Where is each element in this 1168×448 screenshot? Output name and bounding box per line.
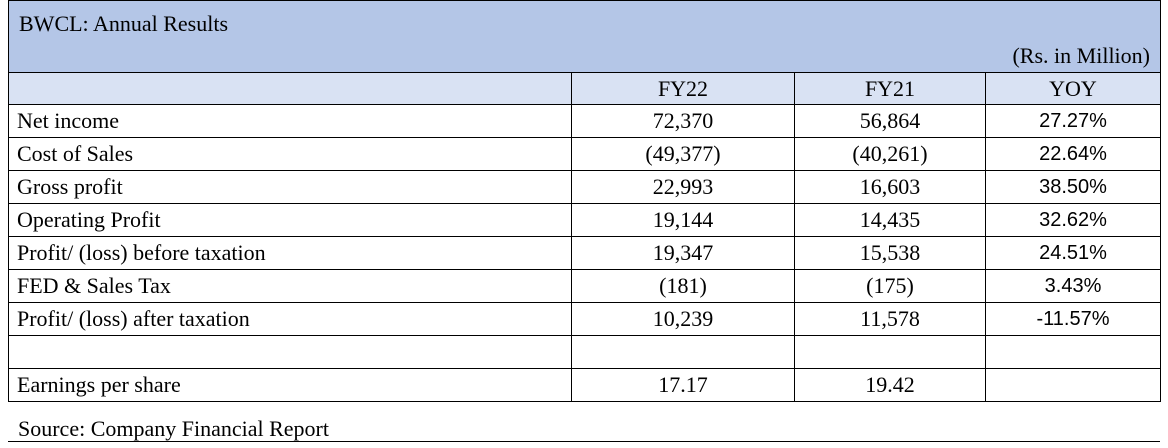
data-row: Operating Profit 19,144 14,435 32.62% <box>8 203 1161 237</box>
value-cell: 17.17 <box>571 368 795 402</box>
header-cell: YOY <box>985 72 1161 105</box>
row-label: Earnings per share <box>8 368 572 402</box>
header-cell: FY22 <box>571 72 795 105</box>
value-cell: 38.50% <box>985 170 1161 204</box>
data-row: Earnings per share 17.17 19.42 <box>8 368 1161 402</box>
value-cell: 72,370 <box>571 104 795 138</box>
value-cell: 22.64% <box>985 137 1161 171</box>
value-cell: (49,377) <box>571 137 795 171</box>
spacer-row <box>8 335 1161 369</box>
row-label: Gross profit <box>8 170 572 204</box>
row-label: FED & Sales Tax <box>8 269 572 303</box>
value-cell: 32.62% <box>985 203 1161 237</box>
value-cell: 22,993 <box>571 170 795 204</box>
rows: Net income 72,370 56,864 27.27% Cost of Sale… <box>8 104 1161 402</box>
table-title: BWCL: Annual Results <box>19 11 228 36</box>
header-row: FY22 FY21 YOY <box>8 72 1161 105</box>
data-row: FED & Sales Tax (181) (175) 3.43% <box>8 269 1161 303</box>
source-note: Source: Company Financial Report <box>8 410 1160 442</box>
value-cell: (40,261) <box>794 137 986 171</box>
value-cell: 19,347 <box>571 236 795 270</box>
value-cell: 56,864 <box>794 104 986 138</box>
empty-cell <box>571 335 795 369</box>
header-cell: FY21 <box>794 72 986 105</box>
unit-note: (Rs. in Million) <box>1012 43 1150 68</box>
row-label: Cost of Sales <box>8 137 572 171</box>
value-cell: 19.42 <box>794 368 986 402</box>
value-cell: 14,435 <box>794 203 986 237</box>
data-row: Cost of Sales (49,377) (40,261) 22.64% <box>8 137 1161 171</box>
data-row: Profit/ (loss) before taxation 19,347 15,5… <box>8 236 1161 270</box>
data-row: Gross profit 22,993 16,603 38.50% <box>8 170 1161 204</box>
results-table: BWCL: Annual Results (Rs. in Million) FY… <box>8 0 1161 402</box>
value-cell: 24.51% <box>985 236 1161 270</box>
row-label: Profit/ (loss) before taxation <box>8 236 572 270</box>
value-cell: 10,239 <box>571 302 795 336</box>
header-cell <box>8 72 572 105</box>
empty-cell <box>794 335 986 369</box>
empty-cell <box>8 335 572 369</box>
value-cell: 3.43% <box>985 269 1161 303</box>
value-cell: (181) <box>571 269 795 303</box>
value-cell: -11.57% <box>985 302 1161 336</box>
value-cell: 16,603 <box>794 170 986 204</box>
row-label: Net income <box>8 104 572 138</box>
value-cell: 19,144 <box>571 203 795 237</box>
value-cell: 27.27% <box>985 104 1161 138</box>
row-label: Profit/ (loss) after taxation <box>8 302 572 336</box>
value-cell: (175) <box>794 269 986 303</box>
value-cell: 11,578 <box>794 302 986 336</box>
title-row: BWCL: Annual Results (Rs. in Million) <box>8 0 1161 73</box>
title-cell: BWCL: Annual Results (Rs. in Million) <box>8 0 1161 73</box>
empty-cell <box>985 368 1161 402</box>
data-row: Net income 72,370 56,864 27.27% <box>8 104 1161 138</box>
empty-cell <box>985 335 1161 369</box>
data-row: Profit/ (loss) after taxation 10,239 11,57… <box>8 302 1161 336</box>
value-cell: 15,538 <box>794 236 986 270</box>
row-label: Operating Profit <box>8 203 572 237</box>
